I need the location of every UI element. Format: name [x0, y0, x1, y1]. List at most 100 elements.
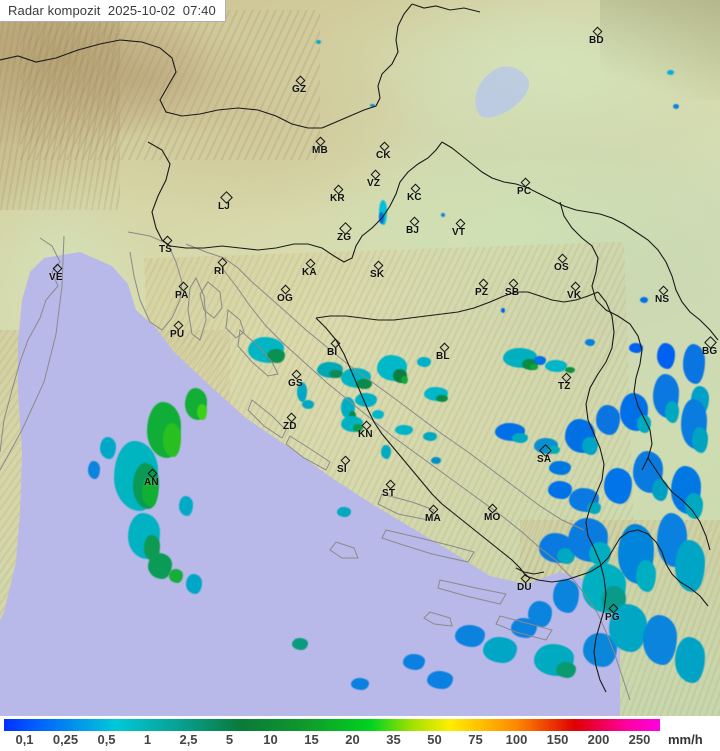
border-montenegro — [525, 529, 709, 607]
radar-map[interactable]: BD GZ MB CK VZ KC LJ KR PC ZG BJ VT TS RI KA SK OS VE PA OG… — [0, 0, 720, 716]
radar-echo-cell — [565, 367, 575, 373]
legend-color-bar — [4, 719, 660, 731]
page-title: Radar kompozit 2025-10-02 07:40 — [8, 3, 216, 18]
city-label: CK — [376, 150, 391, 161]
radar-echo-cell — [197, 404, 207, 420]
radar-echo-cell — [337, 507, 351, 517]
city-label: TZ — [558, 381, 571, 392]
radar-echo-cell — [548, 481, 572, 499]
radar-echo-cell — [596, 405, 620, 435]
city-label: GZ — [292, 84, 307, 95]
city-marker-layer: BD GZ MB CK VZ KC LJ KR PC ZG BJ VT TS RI KA SK OS VE PA OG… — [49, 26, 718, 623]
radar-echo-cell — [604, 468, 632, 504]
city-label: SK — [370, 269, 385, 280]
border-croatia-bosnia — [315, 317, 527, 577]
island-pag — [237, 328, 279, 377]
city-label: PA — [175, 290, 189, 301]
city-label: KN — [358, 429, 373, 440]
city-label: PC — [517, 186, 532, 197]
radar-echo-cell — [356, 379, 372, 389]
border-croatia-hungary — [441, 141, 719, 341]
city-label: VZ — [367, 178, 381, 189]
radar-echo-cell — [379, 199, 387, 225]
island-kornati — [285, 435, 331, 471]
radar-echo-cell — [353, 424, 363, 432]
radar-echo-cell — [436, 394, 448, 402]
radar-echo-cell — [553, 579, 579, 613]
island-dugi-otok — [247, 399, 287, 439]
city-label: AN — [144, 477, 159, 488]
island-vis — [329, 541, 359, 559]
radar-echo-cell — [530, 364, 538, 370]
coastline-montenegro — [555, 561, 631, 701]
border-bosnia-serbia — [585, 291, 615, 549]
city-label: ST — [382, 488, 396, 499]
legend-tick: 1 — [143, 732, 152, 747]
radar-echo-cell — [378, 212, 384, 224]
legend-panel: 0,1 0,25 0,5 1 2,5 5 10 15 20 35 50 75 100 150 200 250 m… — [0, 716, 720, 751]
border-slovenia-croatia — [169, 141, 443, 263]
radar-echo-cell — [351, 678, 369, 690]
city-label: VT — [452, 227, 466, 238]
radar-echo-cell — [329, 370, 343, 378]
city-label: LJ — [218, 201, 231, 212]
title-bar: Radar kompozit 2025-10-02 07:40 — [0, 0, 226, 22]
city-label: KA — [302, 267, 317, 278]
radar-echo-cell — [403, 654, 425, 670]
radar-echo-cell — [355, 393, 377, 407]
city-label: SA — [537, 454, 552, 465]
radar-echo-cell — [587, 502, 601, 514]
city-label: SI — [337, 464, 347, 475]
legend-tick: 0,5 — [97, 732, 116, 747]
radar-echo-cell — [582, 437, 598, 455]
legend-tick: 35 — [386, 732, 401, 747]
radar-echo-cell — [665, 401, 679, 423]
legend-tick: 200 — [587, 732, 610, 747]
island-rab — [225, 309, 245, 339]
radar-echo-cell — [556, 662, 576, 678]
island-hvar — [381, 529, 475, 563]
radar-echo-cell — [315, 40, 321, 44]
radar-echo-cell — [673, 103, 679, 109]
island-brac — [377, 493, 435, 521]
radar-echo-cell — [683, 344, 705, 384]
radar-echo-cell — [88, 461, 100, 479]
radar-echo-cell — [675, 637, 705, 683]
radar-echo-cell — [297, 382, 307, 402]
city-label: TS — [159, 244, 173, 255]
city-label: BG — [702, 346, 718, 357]
city-label: BL — [436, 351, 450, 362]
radar-echo-cell — [640, 297, 648, 303]
radar-echo-cell — [100, 437, 116, 459]
city-label: ZG — [337, 232, 352, 243]
coastline-italy — [0, 237, 61, 453]
border-slovenia-italy — [147, 141, 171, 247]
city-label: BI — [327, 347, 338, 358]
city-label: PZ — [475, 287, 489, 298]
legend-tick-labels: 0,1 0,25 0,5 1 2,5 5 10 15 20 35 50 75 100 150 200 250 m… — [0, 732, 720, 751]
border-croatia-serbia — [559, 201, 653, 471]
radar-echo-cell — [431, 456, 441, 464]
border-dubrovnik-corridor — [515, 567, 545, 575]
city-label: DU — [517, 582, 532, 593]
radar-echo-cell — [186, 574, 202, 594]
legend-tick: 0,1 — [15, 732, 34, 747]
city-label: RI — [214, 266, 225, 277]
city-label: MB — [312, 145, 328, 156]
city-label: MA — [425, 513, 441, 524]
radar-echo-cell — [692, 427, 708, 453]
radar-echo-cell — [675, 540, 705, 592]
radar-echo-cell — [179, 496, 193, 516]
city-label: ZD — [283, 421, 297, 432]
radar-echo-layer — [88, 40, 709, 690]
border-slovenia-austria — [321, 3, 413, 129]
radar-echo-cell — [511, 618, 537, 638]
city-label: GS — [288, 378, 303, 389]
legend-tick: 15 — [304, 732, 319, 747]
radar-echo-cell — [417, 357, 431, 367]
relief-alps — [20, 10, 320, 160]
island-lastovo — [423, 611, 453, 627]
island-krk — [199, 281, 223, 319]
radar-echo-cell — [302, 399, 314, 409]
